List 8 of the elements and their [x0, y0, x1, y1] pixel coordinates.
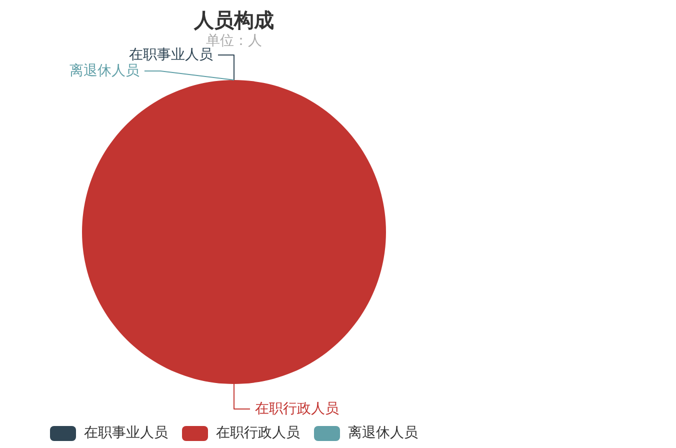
chart-subtitle: 单位：人	[206, 33, 262, 49]
category-label: 在职事业人员	[129, 47, 213, 63]
category-label: 离退休人员	[69, 63, 140, 79]
chart-title: 人员构成	[193, 8, 274, 32]
legend-label: 在职事业人员	[84, 424, 168, 442]
legend-label: 在职行政人员	[216, 424, 300, 442]
slice-label: 在职行政人员	[255, 401, 339, 417]
legend-label: 离退休人员	[348, 424, 418, 442]
